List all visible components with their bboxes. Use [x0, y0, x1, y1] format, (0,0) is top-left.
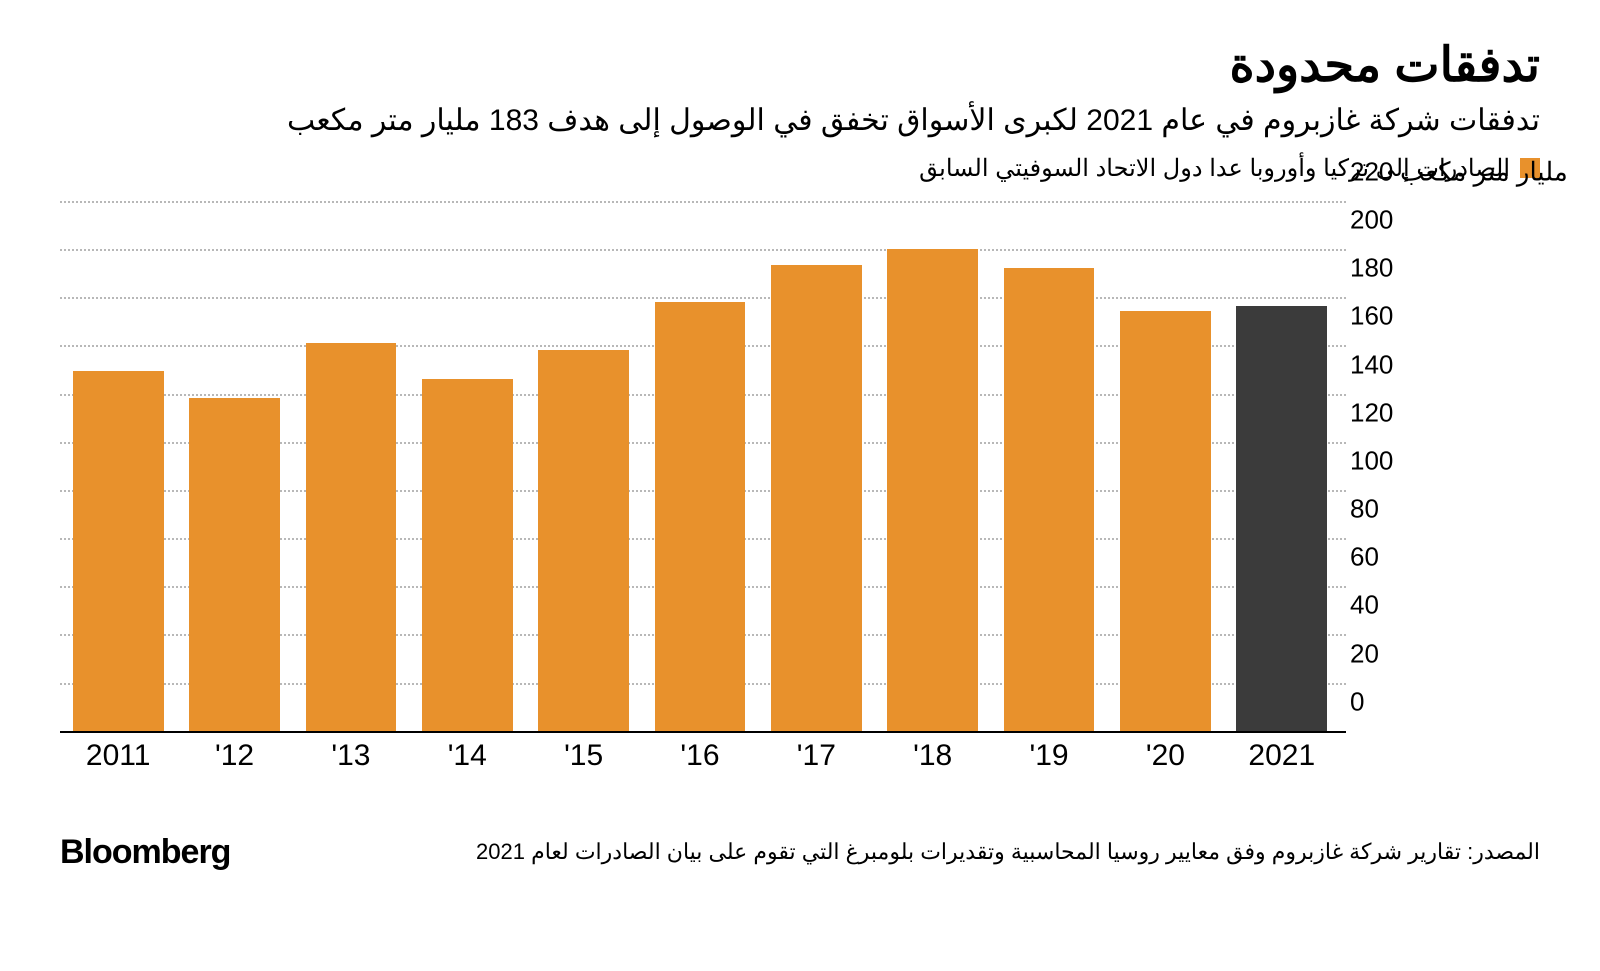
- y-tick-label: 80: [1350, 494, 1379, 525]
- y-tick-label: 40: [1350, 590, 1379, 621]
- x-tick-label: '16: [642, 733, 758, 783]
- bar-slot: [409, 203, 525, 733]
- bar-slot: [875, 203, 991, 733]
- chart-title: تدفقات محدودة: [60, 40, 1540, 93]
- x-tick-label: '13: [293, 733, 409, 783]
- bar-slot: [991, 203, 1107, 733]
- y-axis: 020406080100120140160180200220مليار متر …: [1340, 203, 1540, 733]
- y-tick-label: 200: [1350, 204, 1393, 235]
- x-tick-label: 2021: [1224, 733, 1340, 783]
- bar: [189, 398, 280, 733]
- plot-area: [60, 203, 1340, 733]
- x-tick-label: '18: [875, 733, 991, 783]
- bar-slot: [525, 203, 641, 733]
- y-tick-label: 140: [1350, 349, 1393, 380]
- y-tick-label: 20: [1350, 638, 1379, 669]
- x-tick-label: '14: [409, 733, 525, 783]
- bars-group: [60, 203, 1340, 733]
- x-tick-label: '15: [525, 733, 641, 783]
- bar-slot: [642, 203, 758, 733]
- bar: [887, 249, 978, 733]
- y-tick-label: 160: [1350, 301, 1393, 332]
- bar: [655, 302, 746, 733]
- bar: [771, 265, 862, 732]
- x-tick-label: '19: [991, 733, 1107, 783]
- bar-slot: [1224, 203, 1340, 733]
- brand-logo: Bloomberg: [60, 833, 230, 872]
- bar: [73, 371, 164, 732]
- bar: [306, 343, 397, 733]
- chart-subtitle: تدفقات شركة غازبروم في عام 2021 لكبرى ال…: [60, 101, 1540, 140]
- y-tick-label: 100: [1350, 445, 1393, 476]
- bar: [422, 379, 513, 733]
- bar-slot: [1107, 203, 1223, 733]
- y-tick-label: 120: [1350, 397, 1393, 428]
- baseline: [60, 731, 1346, 733]
- y-tick-label: 180: [1350, 253, 1393, 284]
- y-unit-label: مليار متر مكعب: [1400, 156, 1568, 187]
- chart-container: { "title": "تدفقات محدودة", "subtitle": …: [0, 0, 1600, 971]
- chart-region: 020406080100120140160180200220مليار متر …: [60, 203, 1540, 783]
- bar: [538, 350, 629, 733]
- bar: [1120, 311, 1211, 733]
- bar: [1004, 268, 1095, 733]
- legend: الصادرات إلى تركيا وأوروبا عدا دول الاتح…: [60, 154, 1540, 183]
- x-tick-label: 2011: [60, 733, 176, 783]
- bar-slot: [758, 203, 874, 733]
- bar-slot: [60, 203, 176, 733]
- x-tick-label: '20: [1107, 733, 1223, 783]
- x-tick-label: '12: [176, 733, 292, 783]
- x-axis: 2011'12'13'14'15'16'17'18'19'202021: [60, 733, 1340, 783]
- y-tick-label: 220: [1350, 156, 1393, 187]
- footer: المصدر: تقارير شركة غازبروم وفق معايير ر…: [60, 833, 1540, 872]
- bar-slot: [176, 203, 292, 733]
- y-tick-label: 0: [1350, 686, 1364, 717]
- bar: [1236, 306, 1327, 732]
- bar-slot: [293, 203, 409, 733]
- x-tick-label: '17: [758, 733, 874, 783]
- source-text: المصدر: تقارير شركة غازبروم وفق معايير ر…: [476, 839, 1540, 865]
- y-tick-label: 60: [1350, 542, 1379, 573]
